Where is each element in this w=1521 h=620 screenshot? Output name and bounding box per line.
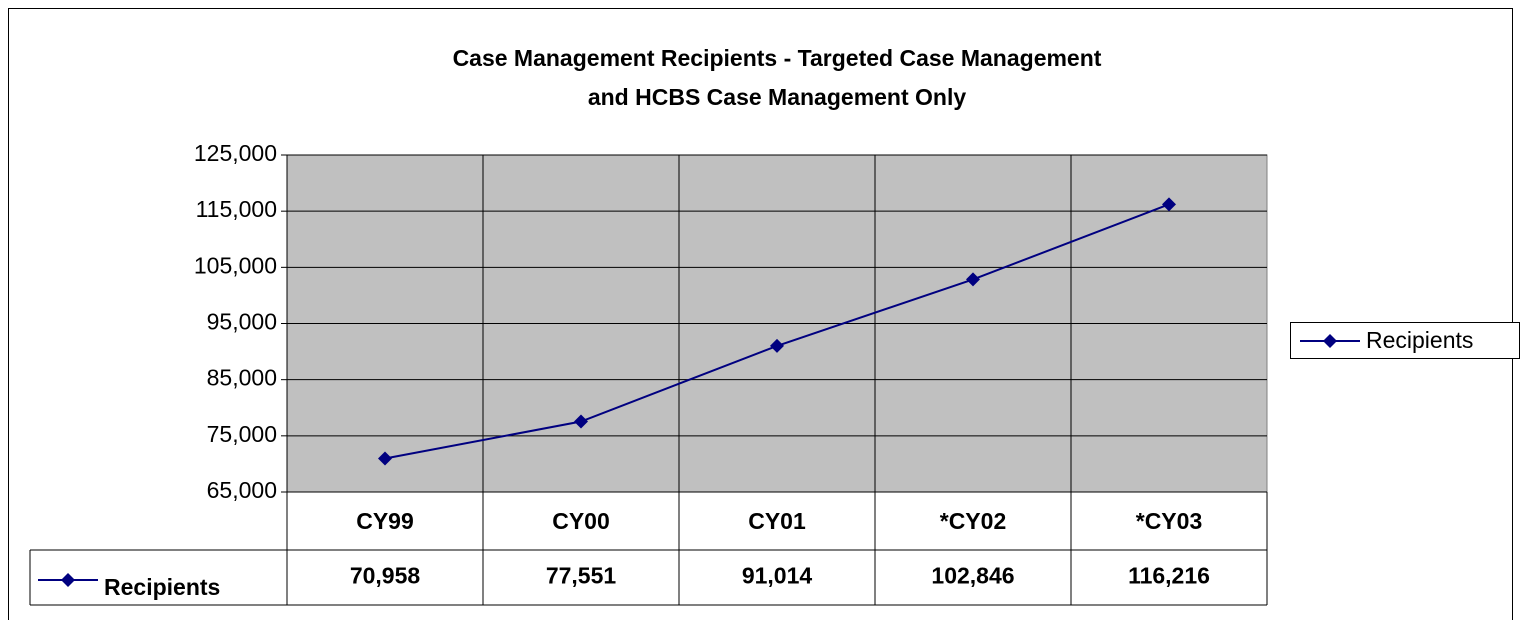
x-tick-label: *CY02 <box>940 508 1006 534</box>
data-point <box>770 338 784 353</box>
data-point <box>1162 197 1176 212</box>
legend-marker <box>1323 334 1337 348</box>
y-tick-label: 115,000 <box>196 196 277 222</box>
data-point <box>378 451 392 466</box>
x-tick-label: *CY03 <box>1136 508 1202 534</box>
y-tick-label: 85,000 <box>207 365 277 391</box>
data-point <box>574 414 588 429</box>
table-key-marker <box>61 573 75 587</box>
legend-label: Recipients <box>1366 327 1473 353</box>
y-tick-label: 125,000 <box>194 140 277 166</box>
x-tick-label: CY01 <box>748 508 806 534</box>
data-point <box>966 272 980 287</box>
table-value: 91,014 <box>742 563 813 589</box>
chart-title: Case Management Recipients - Targeted Ca… <box>453 45 1102 71</box>
y-tick-label: 105,000 <box>194 252 277 278</box>
x-tick-label: CY00 <box>552 508 610 534</box>
table-value: 77,551 <box>546 563 617 589</box>
table-value: 116,216 <box>1128 563 1210 589</box>
x-tick-label: CY99 <box>356 508 414 534</box>
chart-title: and HCBS Case Management Only <box>588 84 967 110</box>
table-value: 70,958 <box>350 563 421 589</box>
y-tick-label: 95,000 <box>207 309 277 335</box>
y-tick-label: 65,000 <box>207 477 277 503</box>
table-row-label: Recipients <box>104 574 220 600</box>
table-value: 102,846 <box>931 563 1014 589</box>
y-tick-label: 75,000 <box>207 421 277 447</box>
